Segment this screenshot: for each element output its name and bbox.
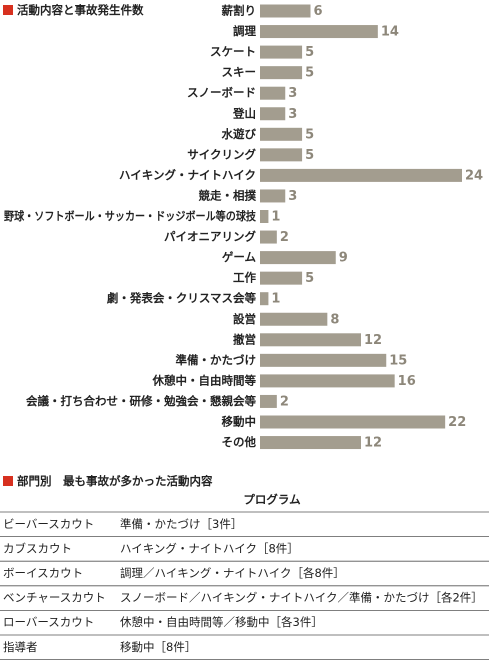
bar [260, 415, 446, 429]
value-label: 3 [288, 189, 297, 204]
value-label: 1 [271, 210, 280, 225]
division-cell: 指導者 [3, 640, 38, 654]
value-label: 16 [398, 374, 416, 389]
table-title: 部門別 最も事故が多かった活動内容 [17, 474, 213, 488]
value-label: 14 [381, 25, 399, 40]
bar [260, 353, 387, 367]
bar [260, 66, 303, 80]
value-label: 2 [280, 230, 289, 245]
category-label: スノーボード [187, 86, 256, 100]
bar [260, 168, 462, 182]
value-label: 5 [305, 45, 314, 60]
bar [260, 230, 277, 244]
section-marker [3, 476, 13, 486]
category-label: 薪割り [222, 4, 257, 18]
bar [260, 148, 303, 162]
category-label: 撤営 [233, 332, 256, 346]
category-label: 野球・ソフトボール・サッカー・ドッジボール等の球技 [4, 209, 256, 223]
bar [260, 86, 286, 100]
bar [260, 107, 286, 121]
bar [260, 25, 378, 39]
value-label: 12 [364, 436, 382, 451]
program-cell: スノーボード／ハイキング・ナイトハイク／準備・かたづけ［各2件］ [120, 591, 483, 605]
bar [260, 251, 336, 265]
category-label: 調理 [233, 24, 256, 38]
value-label: 22 [448, 415, 466, 430]
program-cell: 休憩中・自由時間等／移動中［各3件］ [120, 615, 323, 629]
value-label: 5 [305, 148, 314, 163]
category-label: スケート [210, 45, 256, 59]
category-label: 競走・相撲 [199, 188, 257, 202]
category-label: 劇・発表会・クリスマス会等 [107, 291, 257, 305]
value-label: 5 [305, 127, 314, 142]
table-header: プログラム [243, 493, 301, 507]
division-cell: ビーバースカウト [3, 517, 94, 531]
value-label: 15 [389, 353, 407, 368]
value-label: 1 [271, 292, 280, 307]
program-cell: 移動中［8件］ [120, 640, 196, 654]
category-label: パイオニアリング [164, 230, 256, 244]
bar [260, 189, 286, 203]
chart-title: 活動内容と事故発生件数 [17, 3, 144, 17]
bar [260, 312, 328, 326]
value-label: 3 [288, 107, 297, 122]
category-label: 登山 [232, 106, 256, 120]
value-label: 2 [280, 394, 289, 409]
category-label: 準備・かたづけ [176, 353, 257, 367]
category-label: その他 [222, 435, 257, 449]
bar [260, 394, 277, 408]
category-label: 設営 [233, 312, 256, 326]
bar [260, 374, 395, 388]
category-label: ハイキング・ナイトハイク [119, 168, 256, 182]
bar [260, 271, 303, 285]
program-cell: 調理／ハイキング・ナイトハイク［各8件］ [120, 566, 345, 580]
bar [260, 292, 269, 306]
value-label: 6 [314, 4, 323, 19]
division-cell: ローバースカウト [3, 615, 94, 629]
bar [260, 45, 303, 59]
value-label: 8 [330, 312, 339, 327]
category-label: 休憩中・自由時間等 [152, 373, 257, 387]
bar [260, 210, 269, 223]
division-cell: ボーイスカウト [3, 566, 83, 580]
bar [260, 127, 303, 141]
value-label: 12 [364, 333, 382, 348]
value-label: 5 [305, 66, 314, 81]
bar [260, 436, 361, 450]
program-cell: ハイキング・ナイトハイク［8件］ [120, 541, 299, 555]
division-cell: カブスカウト [3, 541, 72, 555]
category-label: ゲーム [222, 250, 257, 264]
bar [260, 333, 361, 347]
value-label: 5 [305, 271, 314, 286]
category-label: サイクリング [187, 147, 256, 161]
category-label: 移動中 [222, 415, 257, 429]
value-label: 3 [288, 86, 297, 101]
category-label: スキー [222, 65, 257, 79]
program-cell: 準備・かたづけ［3件］ [120, 517, 242, 531]
section-marker [3, 5, 13, 15]
division-cell: ベンチャースカウト [3, 591, 106, 605]
category-label: 工作 [233, 271, 256, 285]
value-label: 24 [465, 168, 483, 183]
category-label: 水遊び [222, 127, 257, 141]
bar [260, 4, 311, 18]
value-label: 9 [339, 251, 348, 266]
category-label: 会議・打ち合わせ・研修・勉強会・懇親会等 [25, 394, 256, 408]
